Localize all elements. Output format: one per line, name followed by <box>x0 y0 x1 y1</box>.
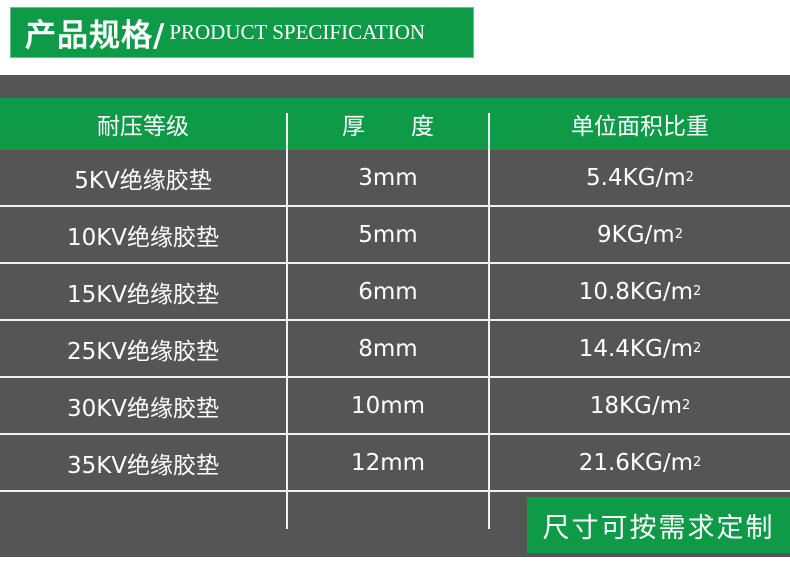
weight-cell: 10.8KG/m 2 <box>578 278 702 305</box>
weight-cell: 14.4KG/m 2 <box>578 335 702 362</box>
thickness-cell: 3mm <box>358 164 418 191</box>
header-thickness: 厚 度 <box>342 114 434 140</box>
weight-cell: 21.6KG/m 2 <box>578 449 702 476</box>
voltage-cell: 10KV绝缘胶垫 <box>66 224 220 251</box>
weight-value: 5.4KG/m <box>586 164 686 191</box>
voltage-cell: 25KV绝缘胶垫 <box>66 338 220 365</box>
thickness-cell: 6mm <box>358 278 418 305</box>
thickness-cell: 8mm <box>358 335 418 362</box>
thickness-cell: 12mm <box>350 449 426 476</box>
title-cn: 产品规格/ <box>25 18 166 54</box>
custom-size-badge: 尺寸可按需求定制 <box>527 497 790 553</box>
voltage-cell: 30KV绝缘胶垫 <box>66 395 220 422</box>
voltage-cell: 15KV绝缘胶垫 <box>66 281 220 308</box>
section-title: 产品规格/ PRODUCT SPECIFICATION <box>10 7 474 58</box>
header-voltage: 耐压等级 <box>97 114 189 140</box>
spec-table: 耐压等级 厚 度 单位面积比重 5KV绝缘胶垫 3mm 5.4KG/m 2 10KV… <box>0 75 790 557</box>
weight-value: 18KG/m <box>589 392 683 419</box>
table-header: 耐压等级 厚 度 单位面积比重 <box>0 98 790 150</box>
column-divider <box>488 113 490 529</box>
table-row: 30KV绝缘胶垫 10mm 18KG/m 2 <box>0 378 790 435</box>
voltage-cell: 35KV绝缘胶垫 <box>66 452 220 479</box>
table-row: 10KV绝缘胶垫 5mm 9KG/m 2 <box>0 207 790 264</box>
weight-cell: 5.4KG/m 2 <box>586 164 694 191</box>
thickness-cell: 5mm <box>358 221 418 248</box>
table-row: 25KV绝缘胶垫 8mm 14.4KG/m 2 <box>0 321 790 378</box>
weight-cell: 18KG/m 2 <box>589 392 691 419</box>
weight-value: 14.4KG/m <box>578 335 693 362</box>
weight-value: 21.6KG/m <box>578 449 693 476</box>
header-weight: 单位面积比重 <box>571 114 709 140</box>
column-divider <box>286 113 288 529</box>
title-en: PRODUCT SPECIFICATION <box>169 20 426 44</box>
table-row: 35KV绝缘胶垫 12mm 21.6KG/m 2 <box>0 435 790 492</box>
weight-value: 10.8KG/m <box>578 278 693 305</box>
voltage-cell: 5KV绝缘胶垫 <box>74 167 212 194</box>
thickness-cell: 10mm <box>350 392 426 419</box>
weight-value: 9KG/m <box>597 221 675 248</box>
weight-cell: 9KG/m 2 <box>597 221 683 248</box>
table-row: 15KV绝缘胶垫 6mm 10.8KG/m 2 <box>0 264 790 321</box>
table-row: 5KV绝缘胶垫 3mm 5.4KG/m 2 <box>0 150 790 207</box>
